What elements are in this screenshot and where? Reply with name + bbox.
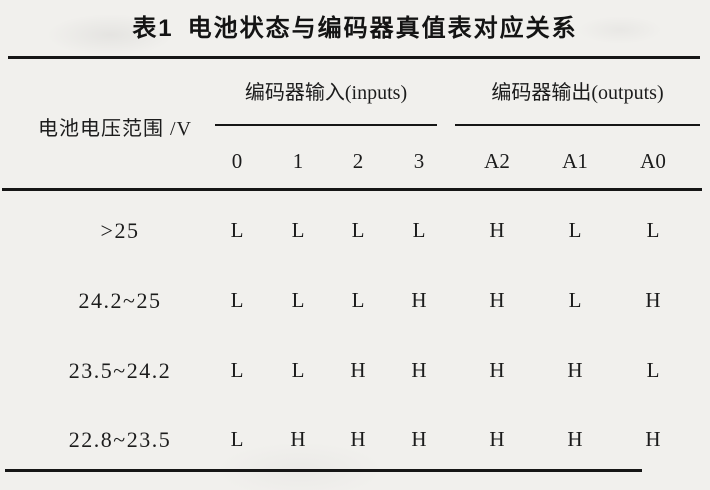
table-bottom-border-line	[5, 469, 642, 472]
header-separator-line	[2, 188, 702, 191]
truth-value-cell: L	[291, 358, 305, 382]
column-header-output-a1: A1	[562, 149, 588, 173]
truth-value-cell: L	[291, 218, 305, 242]
column-header-input-1: 1	[292, 149, 304, 173]
truth-value-cell: L	[568, 288, 582, 312]
outputs-group-underline	[455, 124, 700, 126]
column-header-input-0: 0	[231, 149, 243, 173]
truth-value-cell: H	[489, 218, 505, 242]
truth-value-cell: H	[489, 427, 505, 451]
truth-value-cell: H	[411, 427, 427, 451]
truth-value-cell: L	[351, 218, 365, 242]
inputs-group-underline	[215, 124, 437, 126]
table-number: 表1	[132, 15, 174, 42]
truth-value-cell: H	[567, 358, 583, 382]
truth-value-cell: H	[489, 358, 505, 382]
truth-value-cell: L	[291, 288, 305, 312]
truth-value-cell: L	[568, 218, 582, 242]
truth-value-cell: L	[412, 218, 426, 242]
voltage-range-cell: 23.5~24.2	[68, 358, 172, 383]
column-header-output-a0: A0	[640, 149, 666, 173]
truth-value-cell: L	[646, 218, 660, 242]
truth-value-cell: H	[350, 427, 366, 451]
voltage-range-cell: 24.2~25	[78, 288, 162, 313]
truth-value-cell: H	[645, 288, 661, 312]
truth-value-cell: L	[230, 358, 244, 382]
column-header-input-2: 2	[352, 149, 364, 173]
truth-value-cell: H	[350, 358, 366, 382]
truth-value-cell: H	[411, 358, 427, 382]
truth-value-cell: H	[567, 427, 583, 451]
column-header-output-a2: A2	[484, 149, 510, 173]
outputs-group-header: 编码器输出(outputs)	[491, 82, 664, 104]
voltage-range-column-header: 电池电压范围 /V	[38, 118, 192, 140]
column-header-input-3: 3	[413, 149, 425, 173]
table-title: 表1 电池状态与编码器真值表对应关系	[0, 8, 710, 43]
truth-value-cell: H	[411, 288, 427, 312]
voltage-range-cell: 22.8~23.5	[68, 427, 172, 452]
truth-value-cell: H	[645, 427, 661, 451]
voltage-range-cell: >25	[100, 218, 140, 243]
truth-value-cell: L	[646, 358, 660, 382]
truth-value-cell: L	[230, 288, 244, 312]
table-top-border-line	[8, 56, 700, 59]
inputs-group-header: 编码器输入(inputs)	[244, 82, 408, 104]
truth-value-cell: L	[230, 218, 244, 242]
truth-value-cell: L	[230, 427, 244, 451]
truth-value-cell: H	[290, 427, 306, 451]
truth-value-cell: H	[489, 288, 505, 312]
table-title-text: 电池状态与编码器真值表对应关系	[187, 15, 578, 42]
truth-value-cell: L	[351, 288, 365, 312]
